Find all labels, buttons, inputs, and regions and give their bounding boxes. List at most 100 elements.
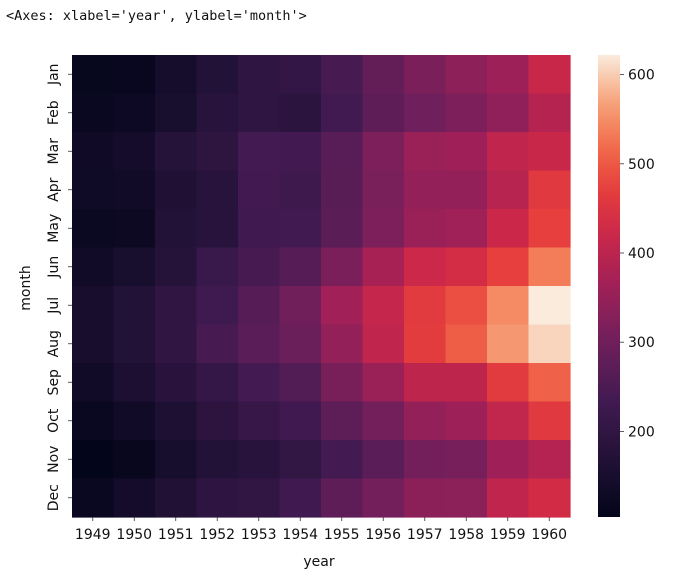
heatmap-cell-jan-1957 xyxy=(404,55,447,95)
heatmap-cell-sep-1957 xyxy=(404,363,447,403)
heatmap-cell-may-1954 xyxy=(279,209,322,249)
heatmap-cell-may-1958 xyxy=(445,209,488,249)
heatmap-cell-sep-1952 xyxy=(196,363,239,403)
x-tick-label-1959: 1959 xyxy=(490,527,526,543)
x-tick-label-1956: 1956 xyxy=(365,527,401,543)
heatmap-cell-aug-1956 xyxy=(362,324,405,364)
heatmap-cell-apr-1956 xyxy=(362,170,405,210)
heatmap-cell-apr-1952 xyxy=(196,170,239,210)
heatmap-cell-mar-1952 xyxy=(196,132,239,172)
x-tick-labels: 1949 1950 1951 1952 1953 1954 1955 1956 1957 1958… xyxy=(75,517,567,543)
heatmap-cell-dec-1949 xyxy=(72,478,115,518)
y-tick-label-jan: Jan xyxy=(46,63,62,86)
heatmap-cell-jul-1953 xyxy=(238,286,281,326)
y-tick-label-oct: Oct xyxy=(46,408,62,433)
colorbar-ticks: 200 300 400 500 600 xyxy=(620,68,655,440)
heatmap-cell-jul-1951 xyxy=(155,286,198,326)
heatmap-cell-jan-1951 xyxy=(155,55,198,95)
heatmap-cell-dec-1959 xyxy=(487,478,530,518)
heatmap-cell-sep-1959 xyxy=(487,363,530,403)
heatmap-cell-jun-1952 xyxy=(196,247,239,287)
heatmap-cell-mar-1953 xyxy=(238,132,281,172)
heatmap-cell-apr-1960 xyxy=(528,170,571,210)
heatmap-cell-jan-1958 xyxy=(445,55,488,95)
heatmap-cell-may-1959 xyxy=(487,209,530,249)
heatmap-cell-jul-1949 xyxy=(72,286,115,326)
heatmap-cell-jun-1951 xyxy=(155,247,198,287)
heatmap-cell-dec-1957 xyxy=(404,478,447,518)
colorbar xyxy=(598,55,620,517)
heatmap-cell-apr-1957 xyxy=(404,170,447,210)
heatmap-cell-may-1952 xyxy=(196,209,239,249)
heatmap-cell-feb-1958 xyxy=(445,93,488,133)
heatmap-cell-sep-1960 xyxy=(528,363,571,403)
heatmap-cell-sep-1955 xyxy=(321,363,364,403)
heatmap-cell-aug-1949 xyxy=(72,324,115,364)
colorbar-tick-label-500: 500 xyxy=(628,157,655,173)
heatmap-cell-jul-1960 xyxy=(528,286,571,326)
heatmap-cell-aug-1950 xyxy=(113,324,156,364)
heatmap-cell-dec-1955 xyxy=(321,478,364,518)
heatmap-cell-dec-1952 xyxy=(196,478,239,518)
heatmap-cell-mar-1954 xyxy=(279,132,322,172)
heatmap-cell-oct-1960 xyxy=(528,401,571,441)
heatmap-cell-aug-1951 xyxy=(155,324,198,364)
y-tick-label-jun: Jun xyxy=(46,256,62,279)
colorbar-tick-label-400: 400 xyxy=(628,246,655,262)
heatmap-cell-jun-1959 xyxy=(487,247,530,287)
x-tick-label-1958: 1958 xyxy=(448,527,484,543)
heatmap-cell-feb-1953 xyxy=(238,93,281,133)
heatmap-cell-dec-1956 xyxy=(362,478,405,518)
y-tick-label-sep: Sep xyxy=(46,369,62,396)
heatmap-cell-nov-1953 xyxy=(238,440,281,480)
heatmap-cell-oct-1955 xyxy=(321,401,364,441)
heatmap-cell-nov-1951 xyxy=(155,440,198,480)
heatmap-cell-oct-1959 xyxy=(487,401,530,441)
heatmap-cell-mar-1959 xyxy=(487,132,530,172)
heatmap-cell-feb-1951 xyxy=(155,93,198,133)
heatmap-cell-oct-1958 xyxy=(445,401,488,441)
heatmap-cell-nov-1957 xyxy=(404,440,447,480)
heatmap-cell-oct-1956 xyxy=(362,401,405,441)
y-tick-label-jul: Jul xyxy=(46,297,62,315)
heatmap-cell-feb-1950 xyxy=(113,93,156,133)
x-tick-label-1954: 1954 xyxy=(282,527,318,543)
heatmap-cell-mar-1957 xyxy=(404,132,447,172)
heatmap-cells xyxy=(72,55,571,518)
heatmap-cell-may-1951 xyxy=(155,209,198,249)
heatmap-cell-oct-1950 xyxy=(113,401,156,441)
axes-repr-output: <Axes: xlabel='year', ylabel='month'> xyxy=(6,8,307,24)
heatmap-cell-may-1950 xyxy=(113,209,156,249)
heatmap-cell-apr-1950 xyxy=(113,170,156,210)
heatmap-cell-sep-1949 xyxy=(72,363,115,403)
heatmap-cell-apr-1949 xyxy=(72,170,115,210)
heatmap-cell-jan-1949 xyxy=(72,55,115,95)
heatmap-cell-dec-1953 xyxy=(238,478,281,518)
heatmap-cell-dec-1950 xyxy=(113,478,156,518)
heatmap-cell-aug-1960 xyxy=(528,324,571,364)
heatmap-cell-nov-1960 xyxy=(528,440,571,480)
heatmap-cell-jun-1955 xyxy=(321,247,364,287)
y-tick-label-may: May xyxy=(46,214,62,243)
x-tick-label-1951: 1951 xyxy=(158,527,194,543)
heatmap-cell-aug-1954 xyxy=(279,324,322,364)
heatmap-cell-feb-1957 xyxy=(404,93,447,133)
heatmap-cell-jan-1952 xyxy=(196,55,239,95)
heatmap-cell-mar-1960 xyxy=(528,132,571,172)
heatmap-cell-jun-1958 xyxy=(445,247,488,287)
heatmap-cell-sep-1956 xyxy=(362,363,405,403)
colorbar-tick-label-300: 300 xyxy=(628,335,655,351)
heatmap-cell-may-1949 xyxy=(72,209,115,249)
heatmap-cell-feb-1956 xyxy=(362,93,405,133)
heatmap-cell-oct-1954 xyxy=(279,401,322,441)
heatmap-cell-mar-1951 xyxy=(155,132,198,172)
heatmap-cell-apr-1954 xyxy=(279,170,322,210)
y-tick-labels: Jan Feb Mar Apr May Jun Jul Aug Sep Oct Nov Dec xyxy=(46,63,72,511)
heatmap-cell-apr-1958 xyxy=(445,170,488,210)
heatmap-cell-apr-1955 xyxy=(321,170,364,210)
heatmap-cell-sep-1951 xyxy=(155,363,198,403)
heatmap-cell-nov-1955 xyxy=(321,440,364,480)
heatmap-cell-jul-1952 xyxy=(196,286,239,326)
x-tick-label-1960: 1960 xyxy=(531,527,567,543)
